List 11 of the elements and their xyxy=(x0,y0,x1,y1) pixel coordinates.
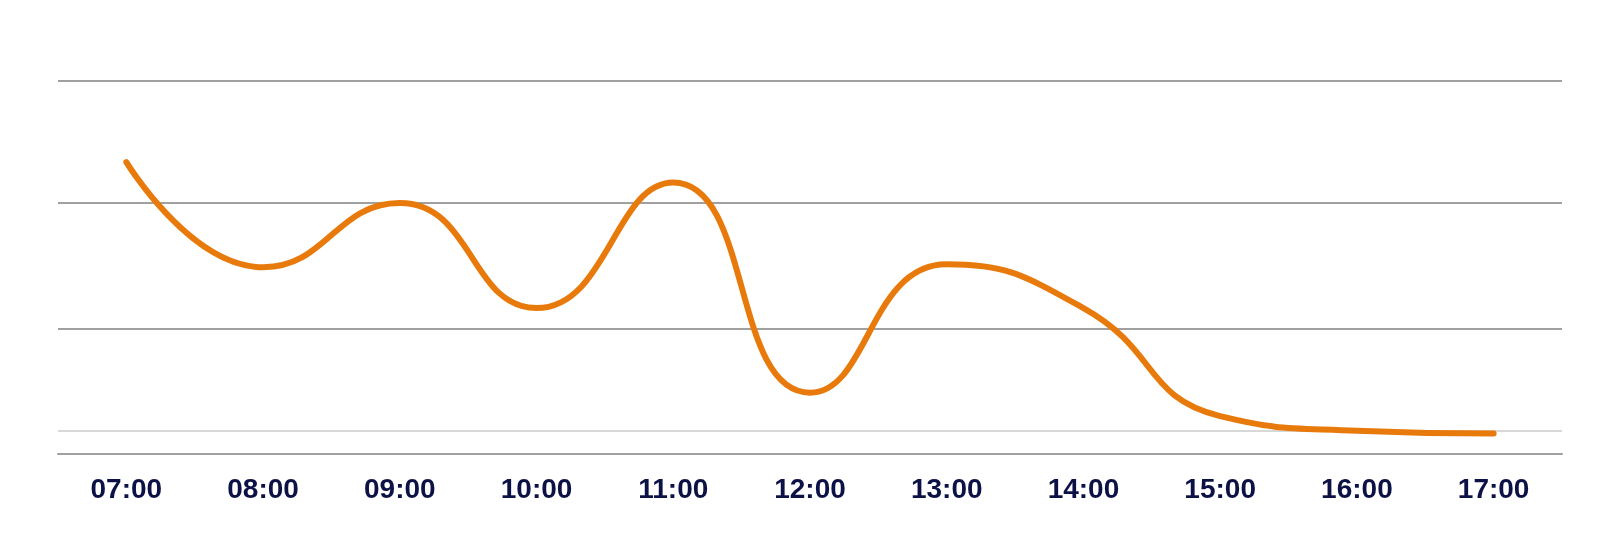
x-tick-label: 10:00 xyxy=(500,472,573,504)
x-tick-label: 08:00 xyxy=(227,472,299,504)
x-tick-label: 14:00 xyxy=(1047,472,1120,504)
x-tick-label: 15:00 xyxy=(1184,472,1256,504)
x-tick-label: 13:00 xyxy=(910,472,983,504)
x-tick-label: 12:00 xyxy=(774,472,846,504)
x-tick-label: 09:00 xyxy=(364,472,436,504)
x-tick-label: 07:00 xyxy=(90,472,163,504)
x-tick-label: 11:00 xyxy=(638,472,709,504)
x-tick-label: 16:00 xyxy=(1321,472,1393,504)
x-tick-label: 17:00 xyxy=(1457,472,1530,504)
